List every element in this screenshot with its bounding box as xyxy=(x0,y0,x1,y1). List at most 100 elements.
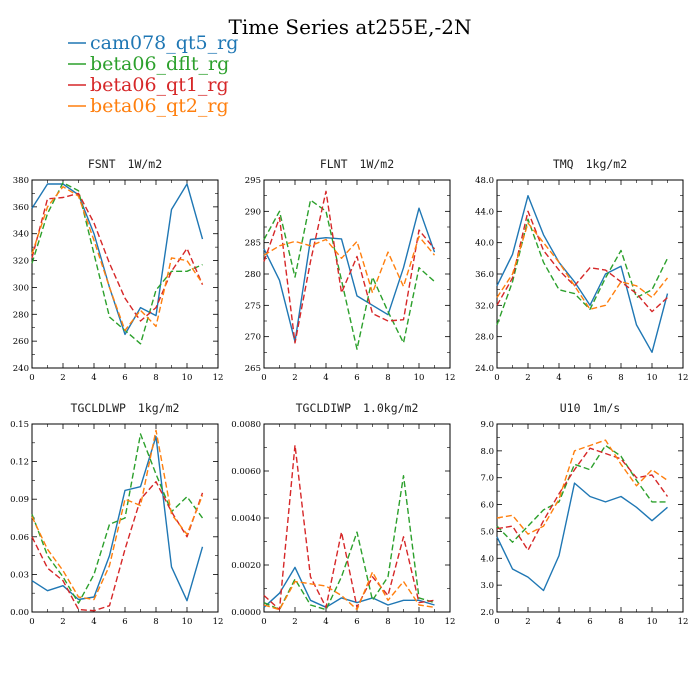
plot-frame xyxy=(31,179,219,369)
y-tick-label: 3.0 xyxy=(480,581,494,591)
y-tick-label: 280 xyxy=(13,310,29,320)
panel-title: TGCLDLWP 1kg/m2 xyxy=(71,401,180,415)
y-tick-label: 380 xyxy=(13,176,29,186)
y-tick-label: 270 xyxy=(245,333,261,343)
y-tick-label: 0.0000 xyxy=(231,608,261,618)
panel-units: 1W/m2 xyxy=(128,157,163,171)
x-tick-label: 8 xyxy=(153,617,158,627)
series-line-beta06_dflt_rg xyxy=(31,181,203,345)
y-tick-label: 0.06 xyxy=(10,533,29,543)
chart-panel-fsnt: FSNT 1W/m2 0 2 4 6 8 10 12 240 260 280 300 320 340 360 3… xyxy=(13,157,224,383)
y-tick-label: 0.0080 xyxy=(231,420,261,430)
x-tick-label: 6 xyxy=(587,373,592,383)
x-tick-label: 10 xyxy=(182,617,193,627)
x-tick-label: 2 xyxy=(60,617,65,627)
x-tick-label: 10 xyxy=(414,617,425,627)
chart-panels: FSNT 1W/m20 2 4 6 8 10 122402602803003203403603… xyxy=(10,157,688,627)
x-tick-label: 2 xyxy=(525,617,530,627)
y-tick-label: 5.0 xyxy=(480,527,494,537)
chart-panel-u10: U10 1m/s 0 2 4 6 8 10 12 2.0 3.0 4.0 5.0 6.0 7.0 8.0 9.0 xyxy=(480,401,688,627)
chart-panel-flnt: FLNT 1W/m2 0 2 4 6 8 10 12 265 270 275 280 285 290 295 xyxy=(245,157,456,383)
panel-title: FSNT 1W/m2 xyxy=(88,157,162,171)
y-tick-label: 260 xyxy=(13,337,29,347)
panel-variable: TGCLDLWP xyxy=(71,401,126,415)
series-line-beta06_dflt_rg xyxy=(263,475,435,611)
y-tick-label: 9.0 xyxy=(480,420,494,430)
y-tick-label: 28.0 xyxy=(475,333,494,343)
series-line-beta06_dflt_rg xyxy=(263,199,435,350)
series-line-beta06_qt2_rg xyxy=(263,571,435,611)
series-line-cam078_qt5_rg xyxy=(31,183,204,336)
y-tick-label: 0.00 xyxy=(10,608,29,618)
series-line-beta06_qt1_rg xyxy=(31,192,204,322)
x-tick-label: 2 xyxy=(292,617,297,627)
x-tick-label: 4 xyxy=(91,617,96,627)
x-tick-label: 12 xyxy=(678,617,689,627)
series-line-cam078_qt5_rg xyxy=(263,566,435,608)
x-tick-label: 10 xyxy=(414,373,425,383)
x-tick-label: 8 xyxy=(618,617,623,627)
panel-variable: TMQ xyxy=(553,157,574,171)
y-tick-label: 6.0 xyxy=(480,501,494,511)
x-tick-label: 2 xyxy=(60,373,65,383)
y-tick-label: 0.0060 xyxy=(231,467,261,477)
panel-title: FLNT 1W/m2 xyxy=(320,157,394,171)
x-tick-label: 2 xyxy=(525,373,530,383)
x-tick-label: 6 xyxy=(354,373,359,383)
y-tick-label: 275 xyxy=(245,301,261,311)
y-tick-label: 2.0 xyxy=(480,608,494,618)
series-line-cam078_qt5_rg xyxy=(496,194,669,353)
x-tick-label: 10 xyxy=(182,373,193,383)
y-tick-label: 0.03 xyxy=(10,570,29,580)
x-tick-label: 4 xyxy=(91,373,96,383)
x-tick-label: 8 xyxy=(385,617,390,627)
panel-variable: FSNT xyxy=(88,157,116,171)
x-tick-label: 0 xyxy=(29,617,34,627)
series-line-beta06_qt2_rg xyxy=(31,429,204,601)
panel-units: 1m/s xyxy=(593,401,621,415)
x-tick-label: 6 xyxy=(587,617,592,627)
y-tick-label: 8.0 xyxy=(480,447,494,457)
y-tick-label: 340 xyxy=(13,230,29,240)
panel-title: TMQ 1kg/m2 xyxy=(553,157,627,171)
series-line-beta06_qt1_rg xyxy=(263,190,436,344)
x-tick-label: 6 xyxy=(122,373,127,383)
x-tick-label: 4 xyxy=(323,373,328,383)
y-tick-label: 280 xyxy=(245,270,261,280)
y-tick-label: 44.0 xyxy=(475,207,494,217)
x-tick-label: 4 xyxy=(556,617,561,627)
x-tick-label: 12 xyxy=(445,373,456,383)
y-tick-label: 285 xyxy=(245,239,261,249)
x-tick-label: 0 xyxy=(494,617,499,627)
panel-units: 1W/m2 xyxy=(360,157,395,171)
series-line-beta06_qt1_rg xyxy=(263,444,435,611)
x-tick-label: 0 xyxy=(261,617,266,627)
series-line-beta06_qt2_rg xyxy=(496,222,669,310)
panel-variable: FLNT xyxy=(320,157,348,171)
figure-title: Time Series at255E,-2N xyxy=(229,15,472,39)
x-tick-label: 6 xyxy=(122,617,127,627)
series-line-beta06_qt1_rg xyxy=(496,210,668,313)
series-line-beta06_qt1_rg xyxy=(496,447,669,551)
y-tick-label: 265 xyxy=(245,364,261,374)
series-line-cam078_qt5_rg xyxy=(496,482,668,592)
x-tick-label: 12 xyxy=(213,373,224,383)
y-tick-label: 360 xyxy=(13,203,29,213)
x-tick-label: 12 xyxy=(445,617,456,627)
panel-title: TGCLDIWP 1.0kg/m2 xyxy=(296,401,419,415)
chart-panel-tmq: TMQ 1kg/m2 0 2 4 6 8 10 12 24.0 28.0 32.0 36.0 40.0 44… xyxy=(475,157,688,383)
y-tick-label: 0.0040 xyxy=(231,514,261,524)
y-tick-label: 40.0 xyxy=(475,239,494,249)
y-tick-label: 7.0 xyxy=(480,474,494,484)
series-line-beta06_dflt_rg xyxy=(496,444,668,543)
series-line-beta06_qt2_rg xyxy=(31,185,204,332)
panel-title: U10 1m/s xyxy=(560,401,620,415)
x-tick-label: 2 xyxy=(292,373,297,383)
x-tick-label: 12 xyxy=(678,373,689,383)
series-line-cam078_qt5_rg xyxy=(263,207,436,343)
legend-entry: beta06_qt2_rg xyxy=(90,95,229,117)
plot-frame xyxy=(263,179,451,369)
panel-units: 1kg/m2 xyxy=(586,157,628,171)
series-line-beta06_qt2_rg xyxy=(263,235,436,294)
